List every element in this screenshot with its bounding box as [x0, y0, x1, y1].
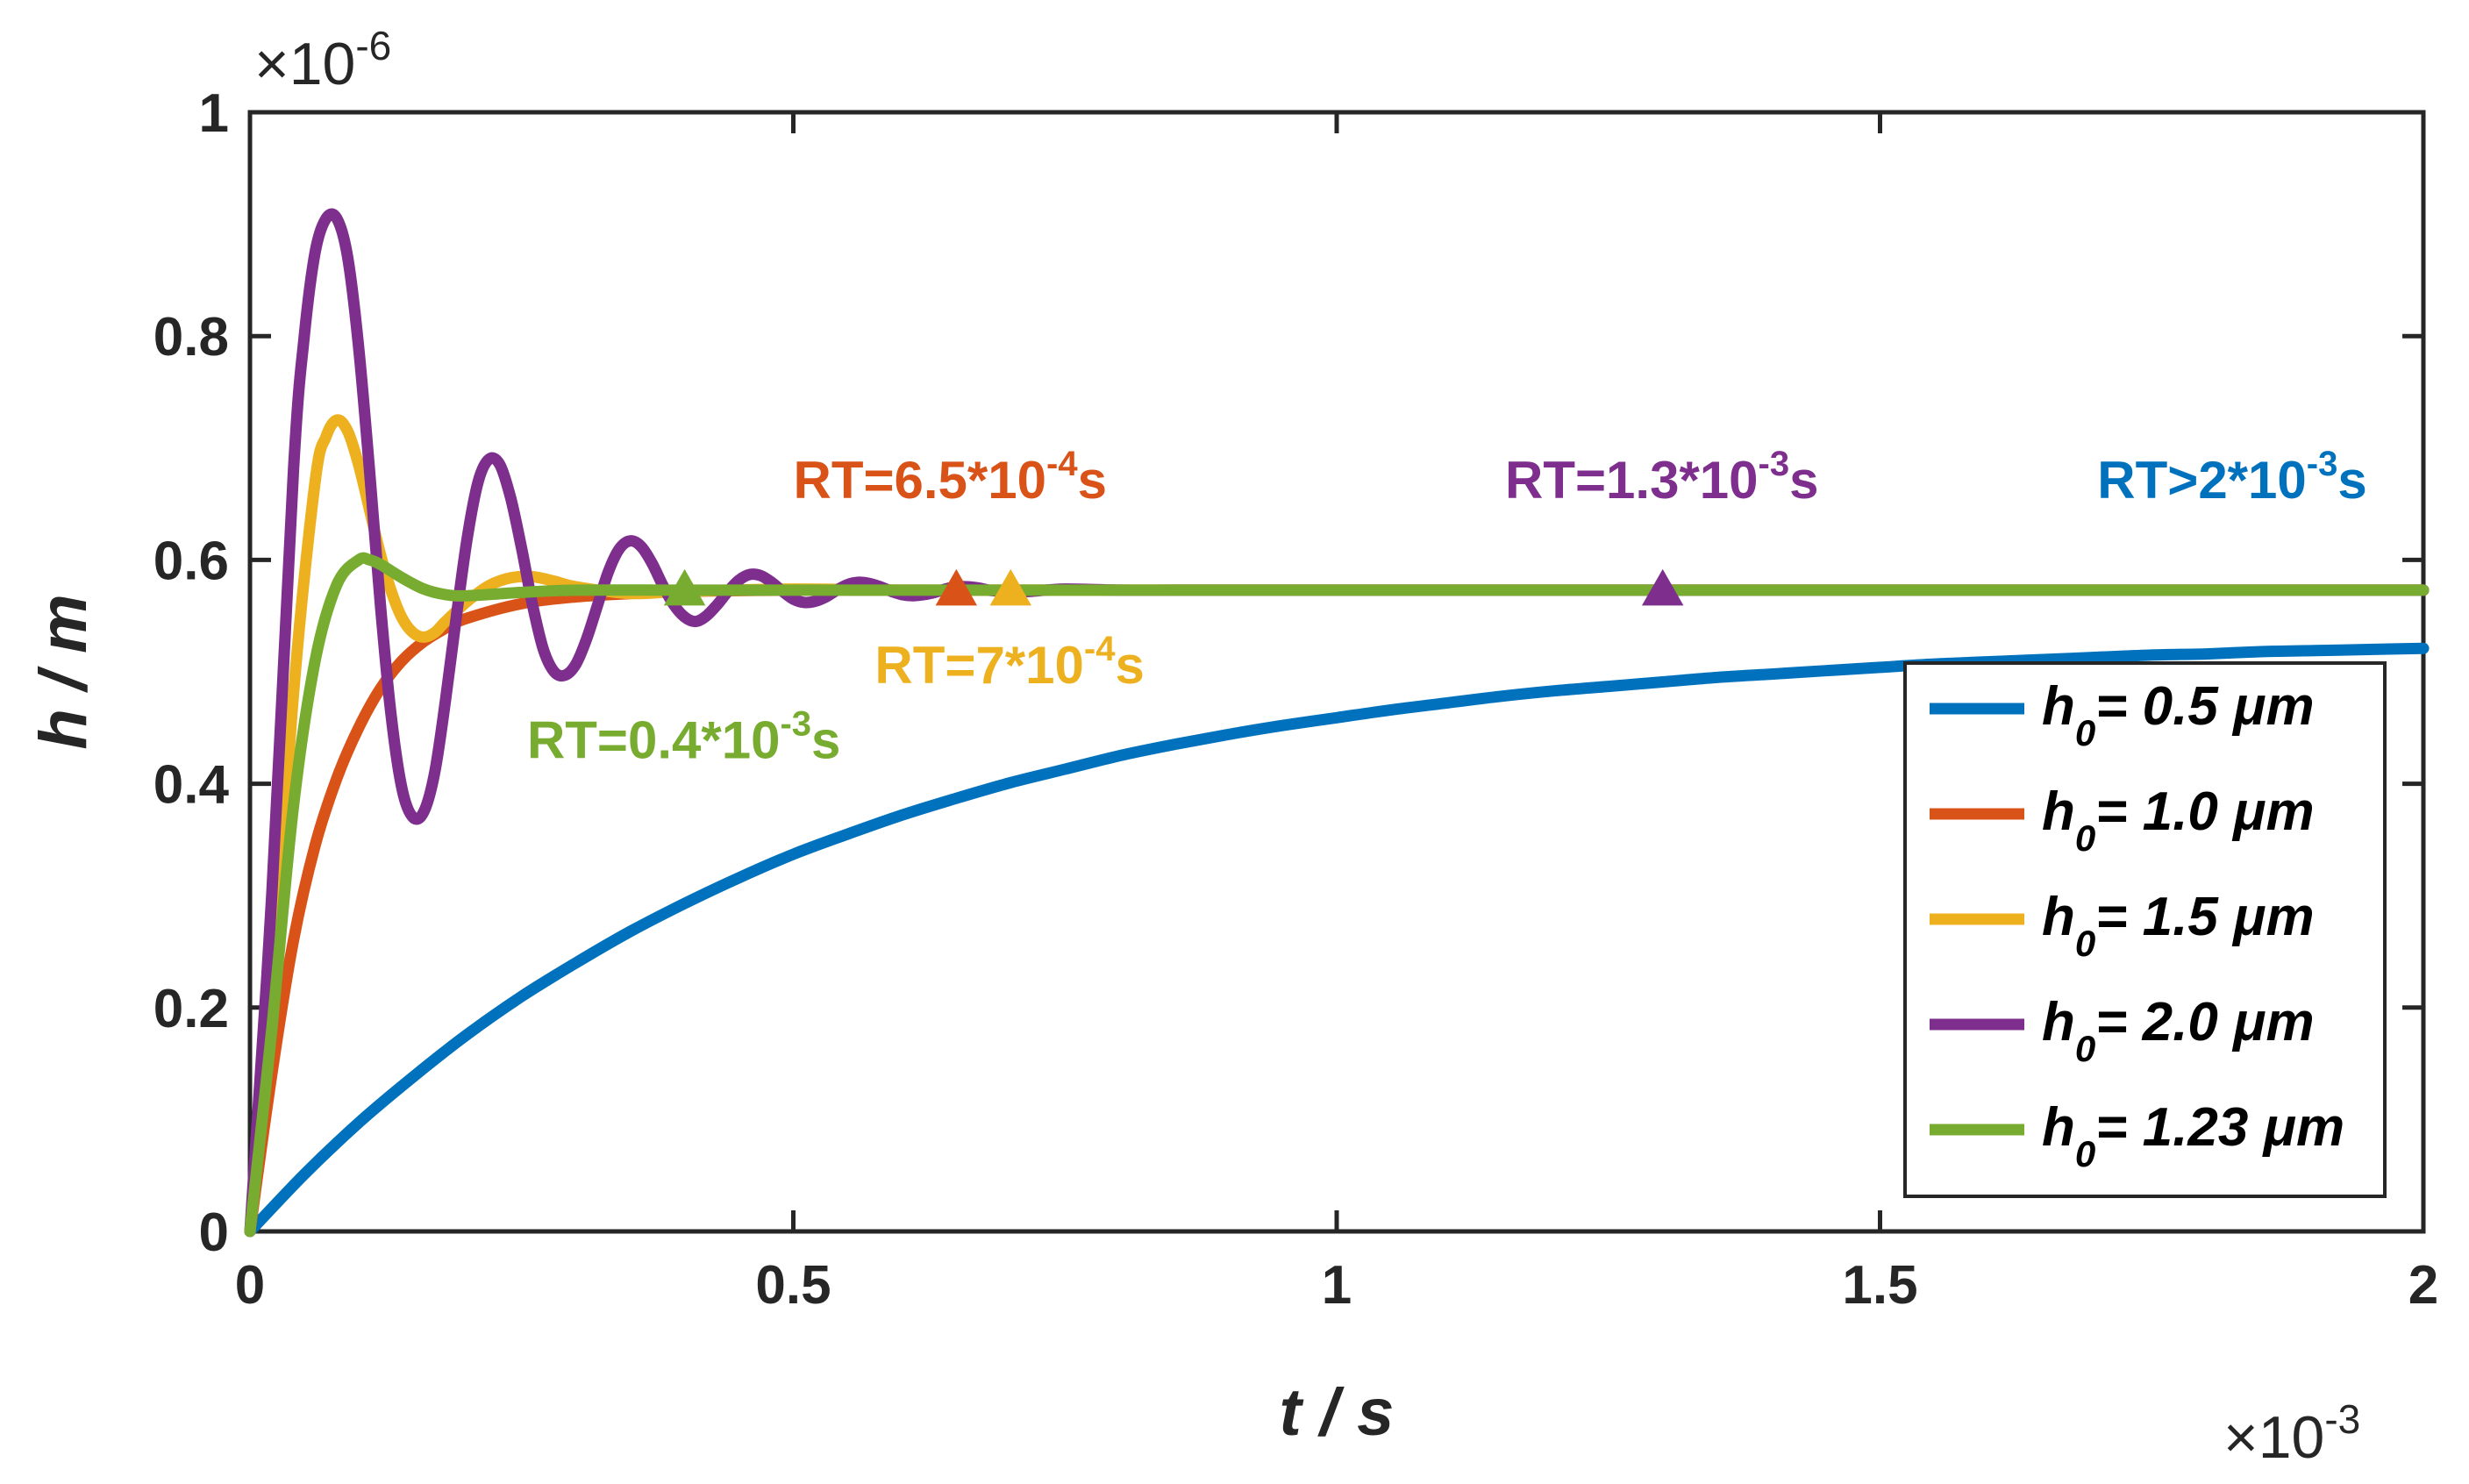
x-multiplier-exp: -3 [2324, 1396, 2360, 1442]
rt-annotation-exp: -3 [1759, 445, 1790, 483]
x-axis-label: t / s [1280, 1375, 1395, 1450]
x-multiplier-base: ×10 [2223, 1404, 2324, 1471]
y-tick-label: 0 [199, 1202, 229, 1263]
legend-label-main: h [2042, 887, 2075, 947]
rt-annotation-unit: s [811, 710, 840, 769]
legend-label-sub: 0 [2075, 1028, 2095, 1069]
legend-label: h0= 1.0 μm [2042, 781, 2315, 859]
legend-label-sub: 0 [2075, 1133, 2095, 1174]
legend-label-main: h [2042, 676, 2075, 737]
rt-marker [935, 568, 978, 606]
rt-annotation-exp: -4 [1084, 630, 1116, 668]
rt-annotation: RT=7*10-4s [874, 630, 1144, 695]
rt-annotation: RT=1.3*10-3s [1505, 445, 1818, 510]
y-tick-label: 0.2 [153, 979, 229, 1039]
rt-annotation-unit: s [2337, 451, 2366, 510]
rt-annotation: RT>2*10-3s [2097, 445, 2366, 510]
legend-label-sub: 0 [2075, 923, 2095, 964]
rt-annotation: RT=0.4*10-3s [527, 704, 840, 769]
rt-annotation-main: RT>2*10 [2097, 451, 2306, 510]
rt-annotation-unit: s [1115, 636, 1144, 695]
x-tick-label: 1.5 [1842, 1255, 1917, 1316]
legend-label-sub: 0 [2075, 817, 2095, 859]
rt-annotations: RT=6.5*10-4s RT=1.3*10-3s RT>2*10-3sRT=7*1… [527, 445, 2367, 769]
legend-label-rest: = 1.23 μm [2095, 1097, 2344, 1158]
rt-annotation-exp: -3 [780, 704, 811, 743]
series-line [244, 642, 2430, 1238]
y-multiplier-base: ×10 [254, 31, 355, 97]
legend-label-rest: = 0.5 μm [2095, 676, 2314, 737]
rt-annotation-unit: s [1078, 451, 1107, 510]
rt-annotation-exp: -4 [1046, 445, 1078, 483]
rt-annotation-main: RT=6.5*10 [794, 451, 1047, 510]
legend-label: h0= 2.0 μm [2042, 992, 2315, 1069]
rt-marker [663, 568, 706, 606]
x-tick-label: 0.5 [755, 1255, 831, 1316]
y-multiplier-exp: -6 [355, 23, 391, 68]
legend-label-main: h [2042, 781, 2075, 842]
legend-label-sub: 0 [2075, 712, 2095, 753]
legend-label-main: h [2042, 992, 2075, 1052]
rt-annotation-main: RT=7*10 [874, 636, 1083, 695]
series-line [244, 552, 2430, 1238]
rt-annotation-exp: -3 [2307, 445, 2338, 483]
x-tick-label: 0 [235, 1255, 265, 1316]
rt-annotation-unit: s [1789, 451, 1818, 510]
legend-label-rest: = 1.5 μm [2095, 887, 2314, 947]
y-tick-label: 0.4 [153, 755, 230, 816]
rt-annotation-main: RT=0.4*10 [527, 710, 781, 769]
legend-label: h0= 1.5 μm [2042, 887, 2315, 964]
x-tick-label: 2 [2408, 1255, 2438, 1316]
x-multiplier: ×10-3 [2223, 1396, 2360, 1471]
rt-marker [1641, 568, 1684, 606]
axis-ticks: 0 0.5 1 1.5 2 0 0.2 0.4 0.6 0.8 1 [153, 83, 2438, 1316]
rt-annotation-main: RT=1.3*10 [1505, 451, 1759, 510]
y-tick-label: 0.8 [153, 307, 229, 367]
legend-label-rest: = 2.0 μm [2095, 992, 2314, 1052]
y-multiplier: ×10-6 [254, 23, 391, 97]
legend-label-main: h [2042, 1097, 2075, 1158]
rt-markers [663, 568, 1684, 606]
x-tick-label: 1 [1322, 1255, 1352, 1316]
rt-marker [989, 568, 1032, 606]
y-tick-label: 1 [199, 83, 229, 144]
y-tick-label: 0.6 [153, 531, 229, 591]
legend-box [1903, 661, 2387, 1198]
legend-label-rest: = 1.0 μm [2095, 781, 2314, 842]
legend-label: h0= 1.23 μm [2042, 1097, 2344, 1174]
rt-annotation: RT=6.5*10-4s [794, 445, 1107, 510]
series-lines [244, 208, 2430, 1238]
y-axis-label: h / m [26, 594, 101, 749]
legend-label: h0= 0.5 μm [2042, 676, 2315, 753]
